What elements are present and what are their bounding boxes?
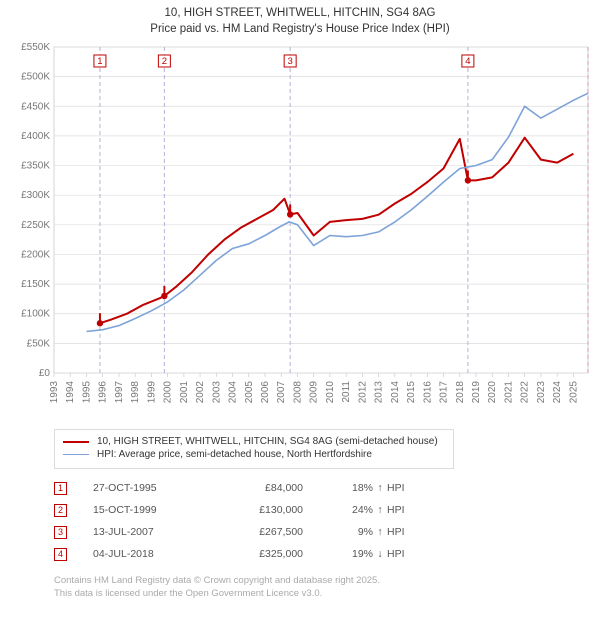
y-tick-label: £50K — [27, 338, 51, 349]
legend: 10, HIGH STREET, WHITWELL, HITCHIN, SG4 … — [54, 429, 454, 469]
x-tick-label: 2002 — [195, 381, 206, 404]
credits-line-2: This data is licensed under the Open Gov… — [54, 588, 592, 601]
sale-row-date: 13-JUL-2007 — [93, 526, 213, 538]
arrow-icon: ↑ — [373, 504, 387, 516]
x-tick-label: 2017 — [439, 381, 450, 404]
sale-row-date: 04-JUL-2018 — [93, 548, 213, 560]
sale-row-pct: 18% — [303, 482, 373, 494]
x-tick-label: 2001 — [179, 381, 190, 404]
y-tick-label: £450K — [21, 101, 50, 112]
arrow-icon: ↑ — [373, 482, 387, 494]
sale-row-pct: 19% — [303, 548, 373, 560]
sale-row-date: 27-OCT-1995 — [93, 482, 213, 494]
x-tick-label: 1993 — [49, 381, 60, 404]
sale-row: 3 13-JUL-2007£267,5009%↑HPI — [54, 521, 592, 543]
plot-area — [54, 47, 588, 373]
legend-swatch — [63, 454, 89, 455]
y-tick-label: £150K — [21, 279, 50, 290]
chart-title-block: 10, HIGH STREET, WHITWELL, HITCHIN, SG4 … — [8, 6, 592, 37]
sale-row-marker: 4 — [54, 548, 67, 561]
x-tick-label: 2022 — [520, 381, 531, 404]
y-tick-label: £550K — [21, 43, 50, 53]
sale-row: 4 04-JUL-2018£325,00019%↓HPI — [54, 543, 592, 565]
sales-table: 127-OCT-1995£84,00018%↑HPI215-OCT-1999£1… — [54, 477, 592, 565]
sale-row-marker: 1 — [54, 482, 67, 495]
x-tick-label: 2023 — [536, 381, 547, 404]
sale-row-date: 15-OCT-1999 — [93, 504, 213, 516]
title-line-2: Price paid vs. HM Land Registry's House … — [8, 22, 592, 38]
x-tick-label: 2008 — [292, 381, 303, 404]
x-tick-label: 2024 — [552, 381, 563, 404]
sale-marker-number: 4 — [465, 56, 470, 67]
x-tick-label: 2007 — [276, 381, 287, 404]
x-tick-label: 2013 — [374, 381, 385, 404]
sale-row-marker: 3 — [54, 526, 67, 539]
y-tick-label: £200K — [21, 249, 50, 260]
y-tick-label: £100K — [21, 309, 50, 320]
y-tick-label: £500K — [21, 72, 50, 83]
sale-row-pct: 24% — [303, 504, 373, 516]
legend-label: HPI: Average price, semi-detached house,… — [97, 449, 372, 460]
x-tick-label: 2004 — [228, 381, 239, 404]
legend-label: 10, HIGH STREET, WHITWELL, HITCHIN, SG4 … — [97, 436, 438, 447]
page-root: 10, HIGH STREET, WHITWELL, HITCHIN, SG4 … — [0, 0, 600, 620]
legend-item: HPI: Average price, semi-detached house,… — [63, 449, 445, 460]
sale-row-pct: 9% — [303, 526, 373, 538]
x-tick-label: 2005 — [244, 381, 255, 404]
sale-marker-number: 1 — [97, 56, 102, 67]
x-tick-label: 1999 — [146, 381, 157, 404]
sale-row-tag: HPI — [387, 548, 423, 560]
x-tick-label: 1994 — [65, 381, 76, 404]
sale-row-tag: HPI — [387, 526, 423, 538]
x-tick-label: 2015 — [406, 381, 417, 404]
arrow-icon: ↓ — [373, 548, 387, 560]
sale-row-price: £267,500 — [213, 526, 303, 538]
legend-item: 10, HIGH STREET, WHITWELL, HITCHIN, SG4 … — [63, 436, 445, 447]
x-tick-label: 1997 — [114, 381, 125, 404]
sale-marker-number: 2 — [162, 56, 167, 67]
sale-row-tag: HPI — [387, 482, 423, 494]
y-tick-label: £400K — [21, 131, 50, 142]
credits: Contains HM Land Registry data © Crown c… — [54, 575, 592, 601]
x-tick-label: 2003 — [211, 381, 222, 404]
x-tick-label: 2018 — [455, 381, 466, 404]
x-tick-label: 2025 — [568, 381, 579, 404]
sale-marker-number: 3 — [288, 56, 293, 67]
x-tick-label: 2016 — [422, 381, 433, 404]
x-tick-label: 1995 — [81, 381, 92, 404]
chart-wrapper: £0 £50K £100K £150K £200K £250K £300K £350K £400… — [8, 43, 592, 423]
y-tick-label: £350K — [21, 161, 50, 172]
price-chart: £0 £50K £100K £150K £200K £250K £300K £350K £400… — [8, 43, 592, 423]
arrow-icon: ↑ — [373, 526, 387, 538]
legend-swatch — [63, 441, 89, 443]
x-tick-label: 2006 — [260, 381, 271, 404]
sale-row-price: £130,000 — [213, 504, 303, 516]
sale-row-marker: 2 — [54, 504, 67, 517]
x-tick-label: 2014 — [390, 381, 401, 404]
x-tick-label: 2019 — [471, 381, 482, 404]
sale-row-price: £325,000 — [213, 548, 303, 560]
x-tick-label: 1996 — [98, 381, 109, 404]
sale-row: 1 27-OCT-1995£84,00018%↑HPI — [54, 477, 592, 499]
x-tick-label: 2021 — [503, 381, 514, 404]
sale-row: 2 15-OCT-1999£130,00024%↑HPI — [54, 499, 592, 521]
sale-row-tag: HPI — [387, 504, 423, 516]
sale-row-price: £84,000 — [213, 482, 303, 494]
x-tick-label: 2010 — [325, 381, 336, 404]
title-line-1: 10, HIGH STREET, WHITWELL, HITCHIN, SG4 … — [8, 6, 592, 22]
x-tick-label: 1998 — [130, 381, 141, 404]
x-tick-label: 2009 — [309, 381, 320, 404]
y-tick-label: £300K — [21, 190, 50, 201]
y-tick-label: £250K — [21, 220, 50, 231]
credits-line-1: Contains HM Land Registry data © Crown c… — [54, 575, 592, 588]
x-tick-label: 2020 — [487, 381, 498, 404]
x-tick-label: 2012 — [357, 381, 368, 404]
x-tick-label: 2000 — [163, 381, 174, 404]
y-tick-label: £0 — [39, 368, 51, 379]
x-tick-label: 2011 — [341, 381, 352, 403]
